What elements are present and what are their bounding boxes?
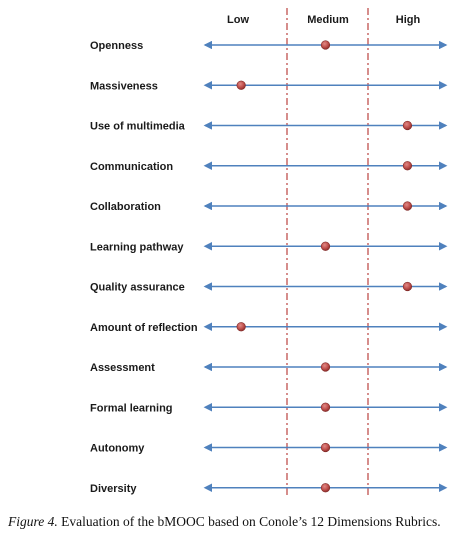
dimension-label: Use of multimedia xyxy=(90,121,186,133)
dimension-marker xyxy=(402,161,413,171)
dimension-row: Formal learning xyxy=(90,402,448,414)
dimension-marker xyxy=(320,40,331,50)
dimension-marker xyxy=(320,402,331,412)
dimension-marker xyxy=(236,322,246,332)
dimension-row: Communication xyxy=(90,161,448,173)
dimension-row: Learning pathway xyxy=(90,241,448,253)
scale-dividers xyxy=(286,8,369,498)
dimension-rows: Openness Massiveness Use of multimedia Comm… xyxy=(90,40,448,495)
caption-text: Evaluation of the bMOOC based on Conole’… xyxy=(57,514,441,529)
dimension-marker xyxy=(402,281,413,292)
dimension-row: Amount of reflection xyxy=(90,322,448,334)
dimension-marker xyxy=(320,442,331,453)
dimension-label: Massiveness xyxy=(90,80,158,92)
figure-label: Figure 4. xyxy=(8,514,58,529)
dimension-marker xyxy=(320,362,331,372)
dimension-label: Formal learning xyxy=(90,402,173,414)
dimension-label: Openness xyxy=(90,40,143,52)
dimension-label: Amount of reflection xyxy=(90,322,198,334)
dimension-label: Quality assurance xyxy=(90,282,185,294)
scale-label-low: Low xyxy=(227,14,249,26)
scale-label-high: High xyxy=(396,14,421,26)
scale-label-medium: Medium xyxy=(307,14,349,26)
dimension-marker xyxy=(236,80,246,90)
dimension-label: Collaboration xyxy=(90,201,161,213)
dimension-row: Quality assurance xyxy=(90,281,448,294)
dimension-row: Autonomy xyxy=(90,442,448,455)
dimension-row: Openness xyxy=(90,40,448,52)
dimension-row: Collaboration xyxy=(90,201,448,213)
dimension-label: Autonomy xyxy=(90,443,145,455)
figure-caption: Figure 4. Evaluation of the bMOOC based … xyxy=(8,514,468,530)
dimension-label: Learning pathway xyxy=(90,241,184,253)
dimension-label: Diversity xyxy=(90,483,137,495)
dimension-marker xyxy=(402,201,413,211)
dimension-row: Use of multimedia xyxy=(90,120,448,133)
dimension-row: Assessment xyxy=(90,362,448,374)
dimension-row: Diversity xyxy=(90,483,448,495)
dimension-marker xyxy=(320,241,331,251)
dimension-label: Communication xyxy=(90,161,173,173)
dimension-label: Assessment xyxy=(90,362,155,374)
dimension-row: Massiveness xyxy=(90,80,448,92)
scale-headers: Low Medium High xyxy=(227,14,420,26)
dimension-marker xyxy=(320,483,331,493)
dimension-marker xyxy=(402,120,413,131)
